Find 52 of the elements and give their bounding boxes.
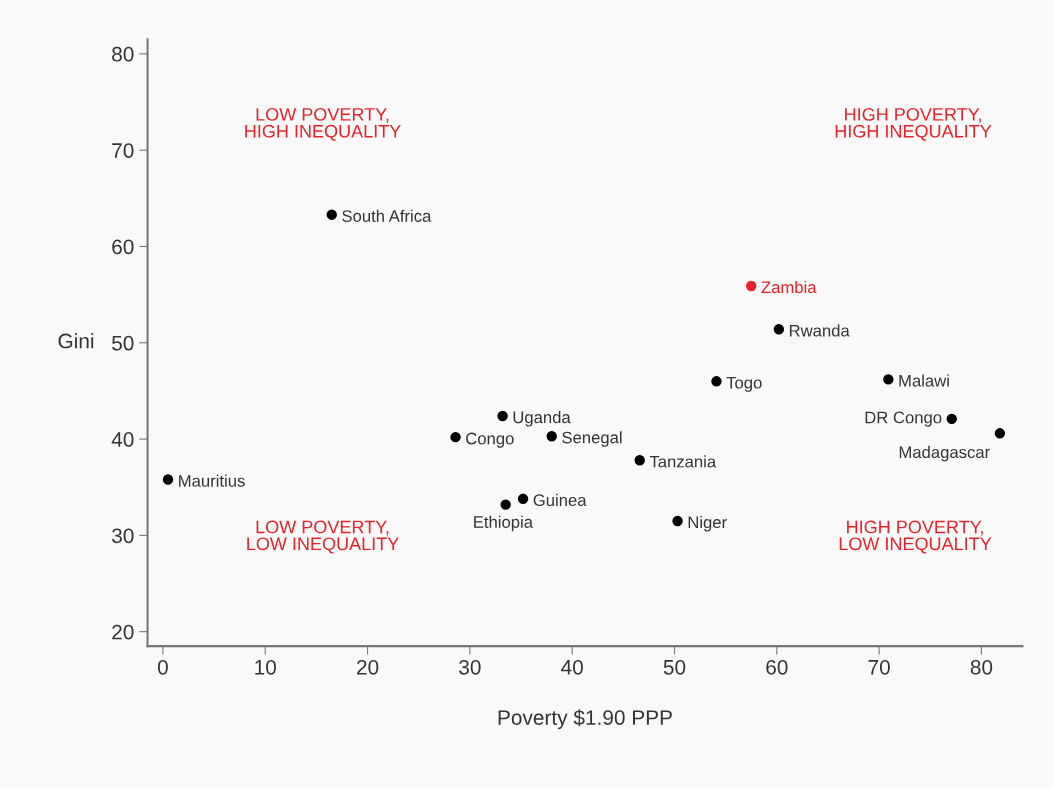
point [450,431,461,443]
series-label: Madagascar [899,445,990,462]
point [497,410,508,422]
point [162,474,174,485]
x-axis-title: Poverty $1.90 PPP [498,709,672,730]
series-label: South Africa [342,209,432,222]
series-label: DR Congo [865,411,942,427]
point [500,499,511,510]
annotation: HIGH POVERTY, HIGH INEQUALITY [835,107,992,141]
x-tick-label: 70 [868,659,890,675]
y-tick-label: 30 [111,528,134,544]
annotation: LOW POVERTY, LOW INEQUALITY [247,520,399,554]
point [994,428,1006,439]
series-label: Uganda [513,410,571,427]
y-tick-label: 20 [112,624,134,640]
point [546,431,557,442]
point [946,413,957,425]
y-tick-label: 80 [112,46,134,62]
annotation: HIGH POVERTY, LOW INEQUALITY [839,520,992,554]
point [634,455,645,466]
series-label: Guinea [533,493,587,507]
y-axis-title: Gini [58,333,94,349]
x-tick-label: 50 [663,659,686,675]
series-label: Mauritius [179,474,245,487]
x-tick-label: 60 [766,659,788,675]
series-label: Rwanda [789,324,850,337]
series-label: Niger [688,515,727,532]
x-tick-label: 80 [970,659,993,675]
series-label: Malawi [899,374,949,387]
x-tick-label: 10 [255,659,276,675]
y-tick-label: 40 [111,432,134,447]
point [711,376,722,387]
series-label: Zambia [761,280,817,294]
y-tick-label: 70 [112,143,134,158]
series-label: Ethiopia [474,515,534,532]
x-tick-label: 30 [459,659,481,675]
y-tick-label: 50 [112,335,134,351]
point [746,280,757,292]
y-tick-label: 60 [112,239,134,255]
series-label: Congo [466,432,514,448]
series-label: Togo [726,376,762,392]
point [773,324,785,335]
point [517,493,529,504]
point [326,209,337,220]
x-tick-label: 40 [561,659,583,675]
x-tick-label: 0 [157,659,168,675]
annotation: LOW POVERTY, HIGH INEQUALITY [245,107,401,141]
x-tick-label: 20 [357,659,379,675]
point [672,515,683,527]
point [883,374,894,385]
series-label: Senegal [562,431,622,447]
series-label: Tanzania [649,455,717,468]
